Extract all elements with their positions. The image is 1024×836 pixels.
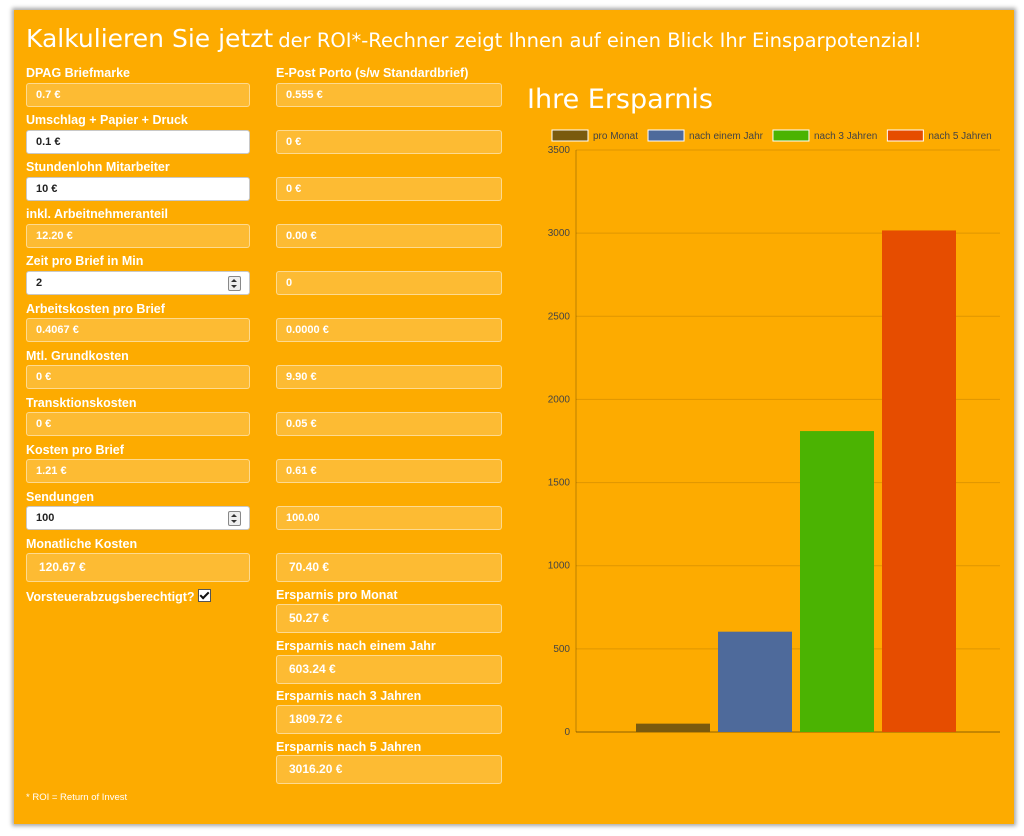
- label-vorsteuer: Vorsteuerabzugsberechtigt?: [26, 590, 195, 604]
- legend-label: nach 3 Jahren: [814, 131, 877, 142]
- legend-label: nach 5 Jahren: [928, 131, 991, 142]
- field-epost-umschlag: 0 €: [276, 130, 502, 154]
- sendungen-stepper-icon[interactable]: [228, 511, 241, 526]
- field-ersparnis-monat: 50.27 €: [276, 604, 502, 633]
- vorsteuer-row: Vorsteuerabzugsberechtigt?: [26, 589, 211, 604]
- zeit-value: 2: [36, 277, 43, 289]
- bar-pro-monat: [636, 723, 710, 732]
- field-epost-grundkosten: 9.90 €: [276, 365, 502, 389]
- label-ersparnis-5-jahre: Ersparnis nach 5 Jahren: [276, 740, 422, 754]
- label-monatliche-kosten: Monatliche Kosten: [26, 537, 138, 551]
- y-tick-label: 0: [564, 727, 570, 738]
- y-tick-label: 1500: [548, 478, 571, 489]
- bar-nach-einem-jahr: [718, 631, 792, 732]
- vorsteuer-checkbox[interactable]: [197, 589, 211, 602]
- y-tick-label: 2500: [548, 311, 571, 322]
- bar-nach-3-jahren: [800, 431, 874, 732]
- field-grundkosten: 0 €: [26, 365, 250, 389]
- chart-title: Ihre Ersparnis: [527, 84, 713, 115]
- field-epost-stundenlohn: 0 €: [276, 177, 502, 201]
- input-umschlag[interactable]: 0.1 €: [26, 130, 250, 154]
- y-tick-label: 500: [553, 644, 570, 655]
- input-sendungen[interactable]: 100: [26, 506, 250, 530]
- field-epost-sendungen: 100.00: [276, 506, 502, 530]
- legend-label: nach einem Jahr: [689, 131, 764, 142]
- field-epost-arbeitskosten: 0.0000 €: [276, 318, 502, 342]
- field-transaktionskosten: 0 €: [26, 412, 250, 436]
- label-zeit-pro-brief: Zeit pro Brief in Min: [26, 254, 144, 268]
- label-transaktionskosten: Transktionskosten: [26, 396, 137, 410]
- label-ersparnis-monat: Ersparnis pro Monat: [276, 588, 398, 602]
- field-epost-arbeitnehmeranteil: 0.00 €: [276, 224, 502, 248]
- field-ersparnis-5-jahre: 3016.20 €: [276, 755, 502, 784]
- zeit-stepper-icon[interactable]: [228, 276, 241, 291]
- input-zeit-pro-brief[interactable]: 2: [26, 271, 250, 295]
- label-ersparnis-3-jahre: Ersparnis nach 3 Jahren: [276, 689, 422, 703]
- field-epost-transaktionskosten: 0.05 €: [276, 412, 502, 436]
- field-epost-porto: 0.555 €: [276, 83, 502, 107]
- label-arbeitnehmeranteil: inkl. Arbeitnehmeranteil: [26, 207, 168, 221]
- label-kosten-pro-brief: Kosten pro Brief: [26, 443, 124, 457]
- roi-calculator-panel: Kalkulieren Sie jetzt der ROI*-Rechner z…: [14, 10, 1014, 824]
- label-dpag-briefmarke: DPAG Briefmarke: [26, 66, 130, 80]
- y-tick-label: 3000: [548, 228, 571, 239]
- label-umschlag: Umschlag + Papier + Druck: [26, 113, 188, 127]
- legend-swatch: [772, 129, 810, 142]
- title-lead: Kalkulieren Sie jetzt: [26, 24, 274, 53]
- y-tick-label: 1000: [548, 561, 571, 572]
- field-monatliche-kosten: 120.67 €: [26, 553, 250, 582]
- legend-label: pro Monat: [593, 131, 638, 142]
- page-title: Kalkulieren Sie jetzt der ROI*-Rechner z…: [26, 24, 922, 53]
- field-arbeitskosten: 0.4067 €: [26, 318, 250, 342]
- legend-swatch: [551, 129, 589, 142]
- label-epost-porto: E-Post Porto (s/w Standardbrief): [276, 66, 469, 80]
- field-ersparnis-jahr: 603.24 €: [276, 655, 502, 684]
- field-ersparnis-3-jahre: 1809.72 €: [276, 705, 502, 734]
- field-arbeitnehmeranteil: 12.20 €: [26, 224, 250, 248]
- field-dpag-briefmarke: 0.7 €: [26, 83, 250, 107]
- label-stundenlohn: Stundenlohn Mitarbeiter: [26, 160, 170, 174]
- sendungen-value: 100: [36, 512, 55, 524]
- label-grundkosten: Mtl. Grundkosten: [26, 349, 129, 363]
- title-subtitle: der ROI*-Rechner zeigt Ihnen auf einen B…: [278, 29, 922, 52]
- legend-swatch: [886, 129, 924, 142]
- bar-nach-5-jahren: [882, 230, 956, 732]
- input-stundenlohn[interactable]: 10 €: [26, 177, 250, 201]
- field-epost-kosten-pro-brief: 0.61 €: [276, 459, 502, 483]
- field-kosten-pro-brief: 1.21 €: [26, 459, 250, 483]
- field-epost-zeit: 0: [276, 271, 502, 295]
- label-ersparnis-jahr: Ersparnis nach einem Jahr: [276, 639, 436, 653]
- savings-chart: 0 500 1000 1500 2000 2500 3000 3500 pro Monat nac…: [548, 129, 1000, 738]
- label-arbeitskosten: Arbeitskosten pro Brief: [26, 302, 165, 316]
- y-tick-label: 2000: [548, 394, 571, 405]
- footnote: * ROI = Return of Invest: [26, 792, 128, 803]
- field-epost-monatliche-kosten: 70.40 €: [276, 553, 502, 582]
- legend-swatch: [647, 129, 685, 142]
- label-sendungen: Sendungen: [26, 490, 95, 504]
- y-tick-label: 3500: [548, 145, 571, 156]
